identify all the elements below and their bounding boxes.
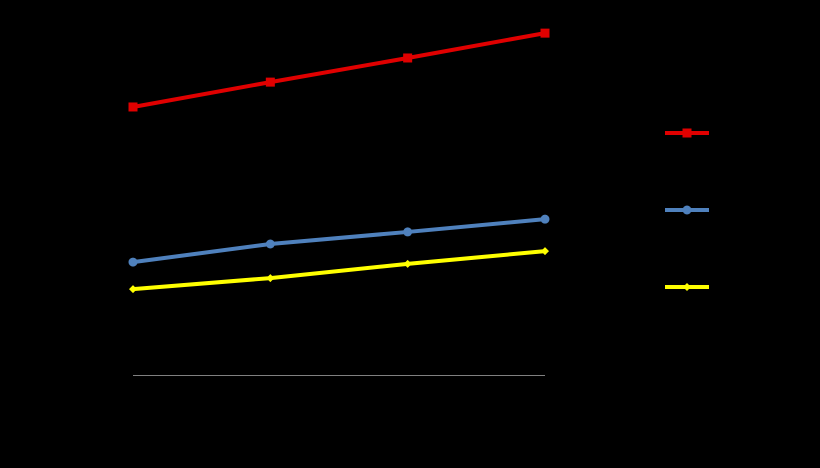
marker <box>403 259 412 268</box>
marker <box>540 214 550 224</box>
marker <box>403 227 413 237</box>
marker <box>128 102 138 112</box>
legend-marker <box>683 283 691 291</box>
marker <box>129 285 137 294</box>
marker <box>265 77 275 87</box>
marker <box>540 28 550 38</box>
marker <box>266 274 275 283</box>
series-line <box>132 249 546 292</box>
marker <box>541 247 549 256</box>
marker <box>265 239 275 249</box>
series-line <box>132 31 546 109</box>
marker <box>403 53 413 63</box>
legend-marker <box>682 205 692 215</box>
series-line <box>132 217 546 265</box>
legend-marker <box>682 128 692 138</box>
marker <box>128 257 138 267</box>
